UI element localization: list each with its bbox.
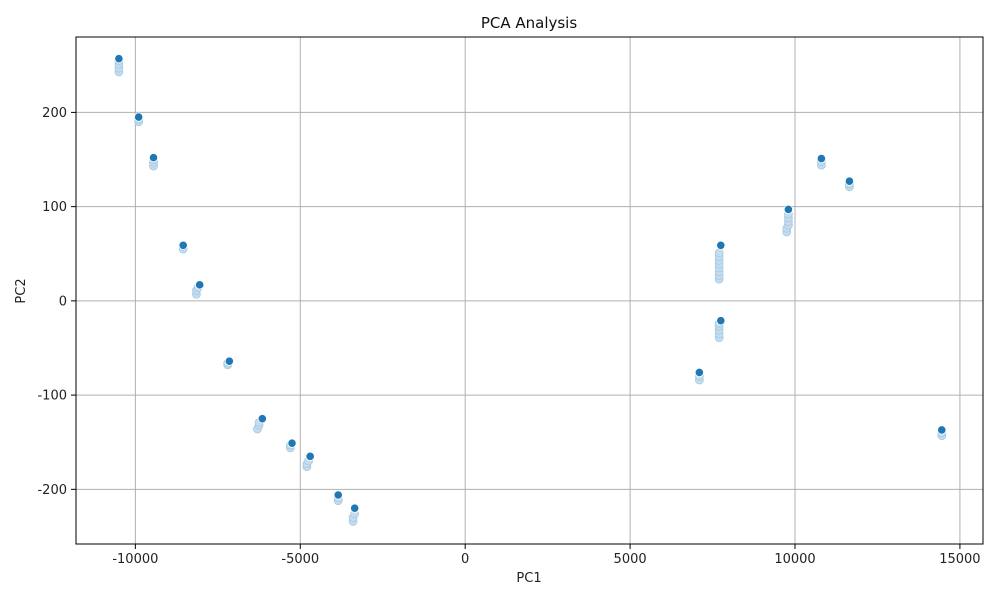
plot-frame: [75, 36, 984, 545]
y-tick-label: 100: [42, 200, 67, 215]
data-point-highlight: [844, 176, 855, 186]
data-point-highlight: [716, 240, 726, 250]
y-tick-label: -200: [37, 483, 67, 498]
chart-title: PCA Analysis: [481, 14, 578, 32]
data-point-highlight: [224, 356, 234, 366]
x-tick-label: 15000: [939, 552, 980, 567]
data-point-highlight: [134, 112, 144, 122]
data-point-highlight: [195, 280, 205, 290]
data-point-highlight: [178, 240, 188, 250]
data-point-highlight: [333, 490, 343, 500]
x-tick-label: 5000: [614, 552, 647, 567]
data-point-faded: [714, 248, 724, 258]
data-points: [114, 54, 947, 526]
data-point-highlight: [716, 316, 726, 326]
x-tick-label: -5000: [281, 552, 319, 567]
x-tick-label: 0: [461, 552, 469, 567]
x-tick-label: -10000: [112, 552, 158, 567]
y-tick-label: 200: [42, 106, 67, 121]
x-tick-label: 10000: [774, 552, 815, 567]
data-point-highlight: [305, 451, 315, 461]
data-point-highlight: [114, 54, 124, 64]
data-point-highlight: [350, 503, 360, 513]
x-axis-ticks: -10000 -5000 0 5000 10000 15000: [112, 544, 981, 567]
data-point-highlight: [287, 438, 297, 448]
grid-lines: [76, 37, 983, 544]
data-point-highlight: [257, 414, 267, 424]
y-axis-ticks: -200 -100 0 100 200: [37, 106, 76, 498]
y-tick-label: -100: [37, 389, 67, 404]
data-point-highlight: [783, 204, 794, 215]
data-point-highlight: [937, 425, 947, 435]
data-point-highlight: [816, 153, 826, 164]
y-tick-label: 0: [59, 294, 67, 309]
y-axis-label: PC2: [14, 278, 29, 303]
x-axis-label: PC1: [516, 571, 541, 586]
data-point-highlight: [694, 367, 704, 378]
data-point-highlight: [148, 153, 159, 163]
